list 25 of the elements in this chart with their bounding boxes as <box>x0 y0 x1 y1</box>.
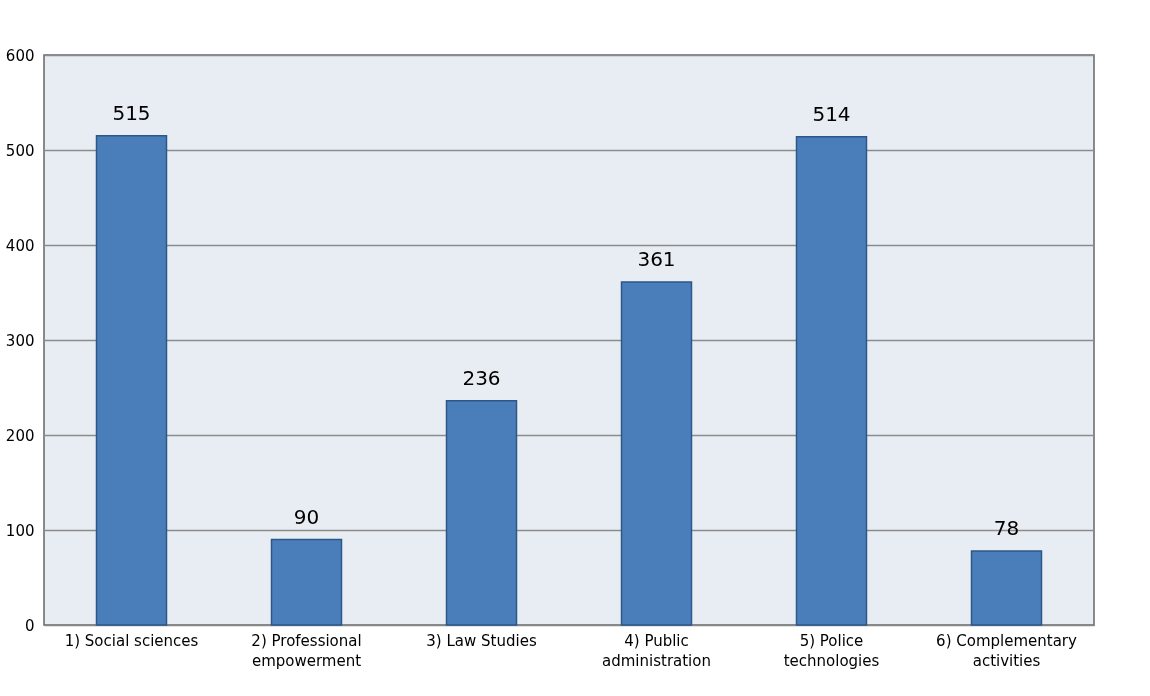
bar <box>445 400 518 626</box>
x-tick-label: 3) Law Studies <box>426 631 537 650</box>
data-label: 515 <box>112 100 151 125</box>
data-label: 90 <box>293 504 320 529</box>
y-tick-label: 300 <box>5 331 35 350</box>
x-tick-label: 5) Police technologies <box>783 631 880 670</box>
y-tick-label: 400 <box>5 236 35 255</box>
bar <box>620 281 693 626</box>
x-tick-label: 4) Public administration <box>602 631 711 670</box>
x-tick-label: 6) Complementary activities <box>936 631 1078 670</box>
y-tick-label: 100 <box>5 521 35 540</box>
bar <box>95 135 168 626</box>
x-tick-label: 2) Professional empowerment <box>251 631 362 670</box>
y-tick-label: 200 <box>5 426 35 445</box>
x-tick-label: 1) Social sciences <box>64 631 199 650</box>
data-label: 514 <box>812 101 851 126</box>
bar <box>795 135 868 626</box>
data-label: 78 <box>993 515 1020 540</box>
bar <box>970 550 1043 626</box>
y-tick-label: 600 <box>5 46 35 65</box>
data-label: 361 <box>637 247 676 272</box>
y-tick-label: 500 <box>5 141 35 160</box>
bar <box>270 538 343 626</box>
data-label: 236 <box>462 365 501 390</box>
y-tick-label: 0 <box>24 616 35 635</box>
